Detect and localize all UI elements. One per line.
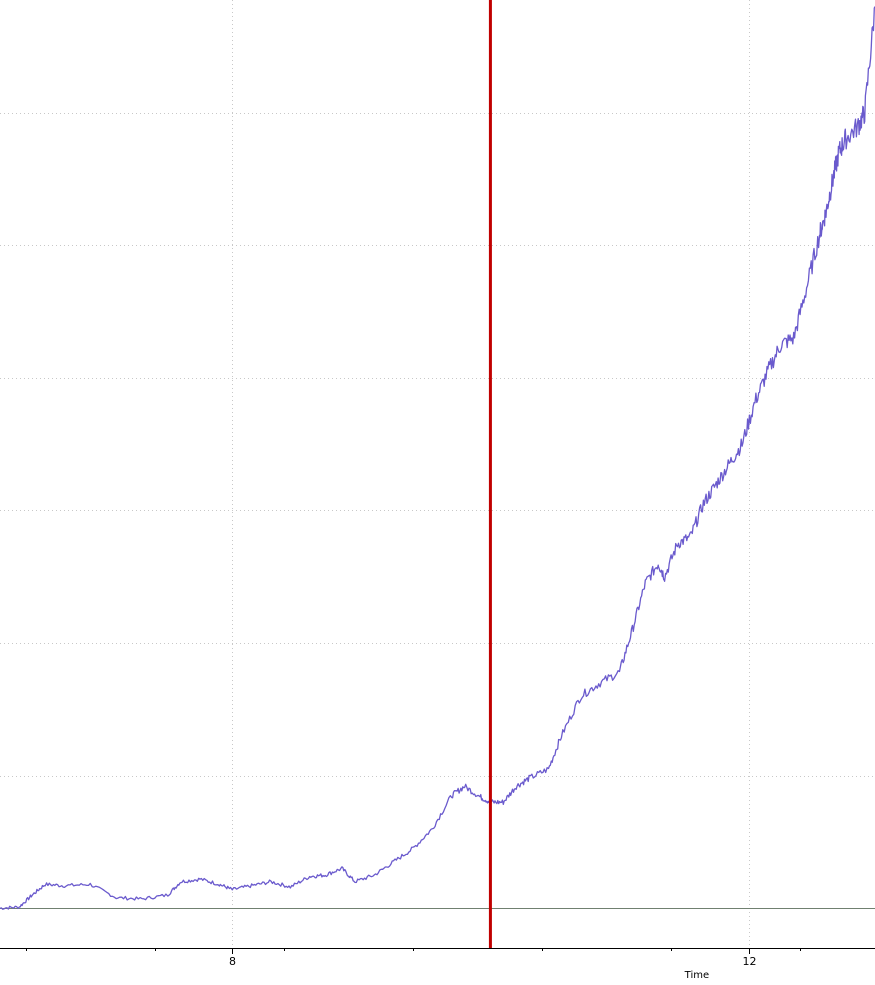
x-axis-title: Time (684, 970, 709, 981)
x-axis: 8 12 (0, 948, 875, 968)
series-line (0, 6, 875, 910)
x-tick-label: 8 (229, 955, 236, 968)
x-tick-label: 12 (743, 955, 757, 968)
plot-area (0, 0, 875, 948)
grid-lines (0, 0, 875, 948)
